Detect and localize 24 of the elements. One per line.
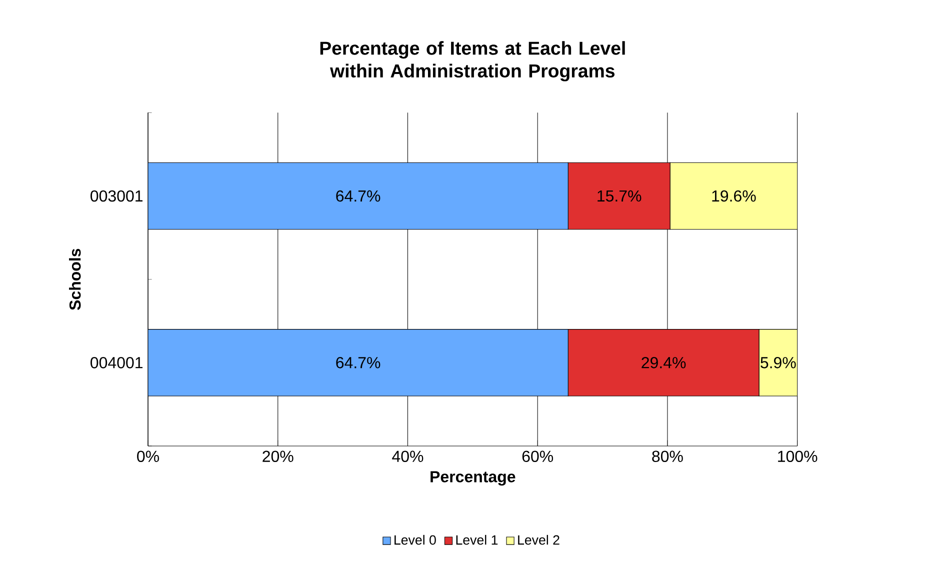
x-tick-label: 100% xyxy=(778,450,818,462)
data-label: 19.6% xyxy=(712,190,756,202)
y-tick-label: 004001 xyxy=(90,357,142,368)
x-tick-label: 20% xyxy=(262,450,294,462)
y-tick-label: 003001 xyxy=(90,190,142,202)
y-axis-title: Schools xyxy=(69,248,81,310)
data-label: 64.7% xyxy=(336,190,380,202)
bar xyxy=(148,162,568,230)
x-tick-label: 60% xyxy=(522,450,554,462)
bar xyxy=(670,162,798,230)
x-axis-title: Percentage xyxy=(430,471,516,486)
bar xyxy=(758,329,798,396)
x-tick-label: 40% xyxy=(392,450,424,462)
data-label: 29.4% xyxy=(642,357,686,368)
data-label: 5.9% xyxy=(760,357,796,368)
data-label: 64.7% xyxy=(336,357,380,368)
legend-label: Level 1 xyxy=(456,534,498,545)
bar xyxy=(148,329,568,396)
legend-label: Level 2 xyxy=(518,534,560,545)
x-tick-label: 0% xyxy=(137,450,159,462)
x-tick-label: 80% xyxy=(652,450,683,462)
data-label: 15.7% xyxy=(598,190,642,202)
legend-label: Level 0 xyxy=(394,534,436,545)
chart-title: Percentage of Items at Each Level within Administration Programs xyxy=(320,41,625,82)
